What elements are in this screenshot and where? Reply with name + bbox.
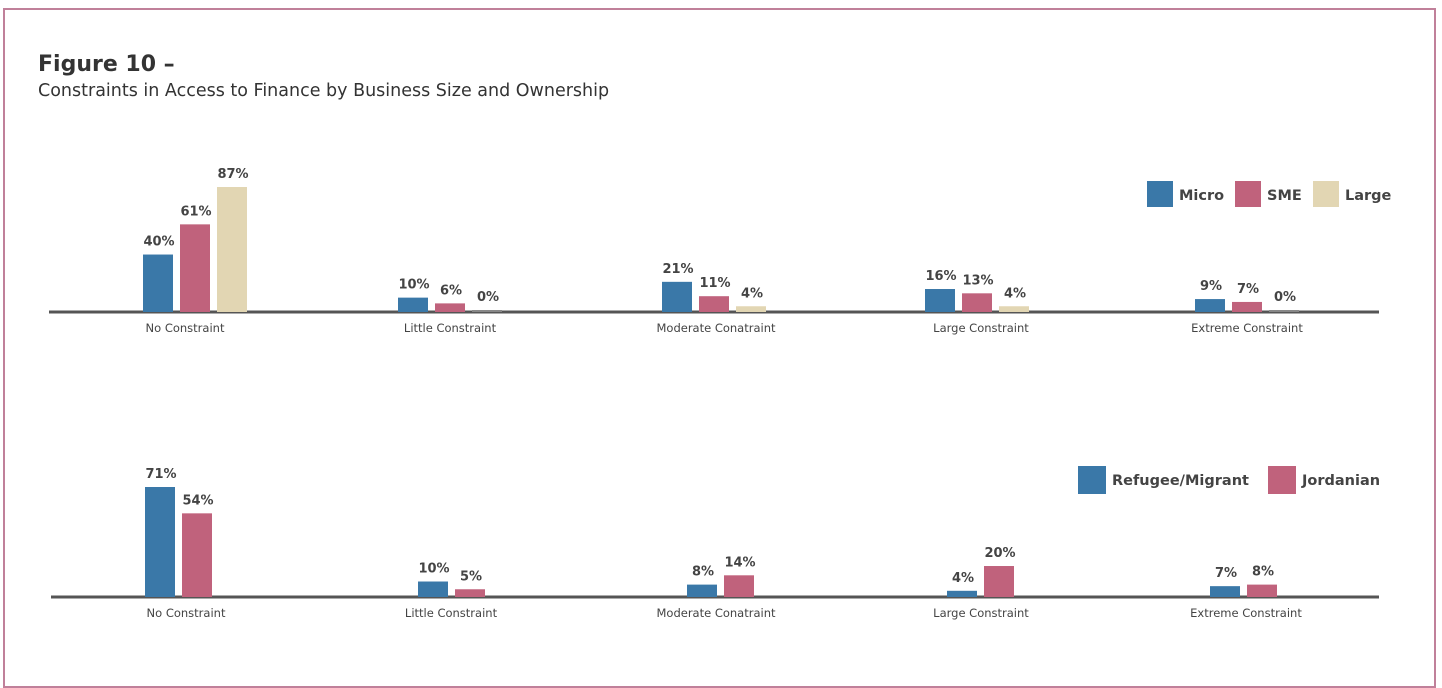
chart2-value-label: 8%	[692, 565, 714, 580]
chart2-value-label: 4%	[952, 571, 974, 586]
chart1-bar	[925, 289, 955, 312]
chart1-bar	[999, 306, 1029, 312]
chart1-legend-label: Large	[1345, 188, 1392, 204]
chart1-category-label: Moderate Conatraint	[656, 321, 776, 335]
chart2-legend-label: Refugee/Migrant	[1112, 473, 1249, 489]
chart1-value-label: 9%	[1200, 279, 1222, 294]
chart1-category-label: Extreme Constraint	[1191, 321, 1303, 335]
chart2-value-label: 20%	[984, 546, 1015, 561]
chart2-bar	[182, 513, 212, 597]
chart1-legend-label: Micro	[1179, 188, 1224, 204]
chart2-bar	[947, 591, 977, 597]
chart2-category-label: Moderate Conatraint	[656, 606, 776, 620]
chart1-bar	[736, 306, 766, 312]
chart1-value-label: 40%	[143, 235, 174, 250]
chart1-bar	[699, 296, 729, 312]
chart1-bar	[962, 293, 992, 312]
chart2-value-label: 14%	[724, 555, 755, 570]
chart1-value-label: 13%	[962, 273, 993, 288]
chart2-legend-swatch	[1268, 466, 1296, 494]
chart1-bar	[662, 282, 692, 312]
chart1-value-label: 87%	[217, 167, 248, 182]
chart2-category-label: No Constraint	[147, 606, 226, 620]
chart1-bar	[435, 303, 465, 312]
charts-canvas: 40% 61% 87% No Constraint 10% 6% 0% Little Cons…	[0, 0, 1442, 673]
chart2-bar	[984, 566, 1014, 597]
chart2-bar	[687, 585, 717, 597]
chart2-value-label: 54%	[182, 493, 213, 508]
chart1-bar	[1269, 310, 1299, 312]
chart2-bar	[1247, 585, 1277, 597]
chart1-legend-swatch	[1313, 181, 1339, 207]
chart2-category-label: Little Constraint	[405, 606, 498, 620]
chart1-bar	[180, 224, 210, 312]
chart1-bar	[1232, 302, 1262, 312]
chart1-bar	[398, 298, 428, 312]
chart2-value-label: 71%	[145, 467, 176, 482]
chart2-value-label: 8%	[1252, 565, 1274, 580]
chart1-value-label: 7%	[1237, 282, 1259, 297]
chart1-bar	[143, 255, 173, 312]
chart2-bar	[455, 589, 485, 597]
chart1-category-label: Large Constraint	[933, 321, 1029, 335]
chart2-bar	[418, 582, 448, 597]
chart1-value-label: 4%	[741, 286, 763, 301]
chart1-value-label: 16%	[925, 269, 956, 284]
chart1-value-label: 10%	[398, 278, 429, 293]
chart2-legend-label: Jordanian	[1301, 473, 1380, 489]
chart1-value-label: 0%	[1274, 290, 1296, 305]
chart1-value-label: 11%	[699, 276, 730, 291]
chart2-value-label: 5%	[460, 569, 482, 584]
chart1-value-label: 6%	[440, 283, 462, 298]
chart1-value-label: 4%	[1004, 286, 1026, 301]
chart2-bar	[1210, 586, 1240, 597]
chart1-legend-swatch	[1147, 181, 1173, 207]
chart1-value-label: 21%	[662, 262, 693, 277]
chart1-bar	[472, 310, 502, 312]
chart1-category-label: Little Constraint	[404, 321, 497, 335]
chart2-category-label: Large Constraint	[933, 606, 1029, 620]
chart2-value-label: 10%	[418, 562, 449, 577]
chart1-value-label: 0%	[477, 290, 499, 305]
chart2-category-label: Extreme Constraint	[1190, 606, 1302, 620]
chart2-value-label: 7%	[1215, 566, 1237, 581]
chart1-value-label: 61%	[180, 204, 211, 219]
chart1-legend-label: SME	[1267, 188, 1302, 204]
chart2-legend-swatch	[1078, 466, 1106, 494]
chart2-bar	[145, 487, 175, 597]
chart1-legend-swatch	[1235, 181, 1261, 207]
chart2-bar	[724, 575, 754, 597]
chart1-bar	[1195, 299, 1225, 312]
chart1-bar	[217, 187, 247, 312]
chart1-category-label: No Constraint	[146, 321, 225, 335]
